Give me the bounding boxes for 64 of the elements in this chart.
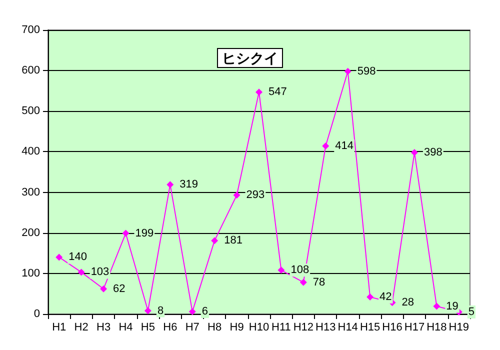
x-tick-label: H2: [74, 322, 88, 334]
x-tick-label: H9: [230, 322, 244, 334]
y-tick-label: 100: [22, 267, 40, 280]
x-tick-label: H1: [52, 322, 66, 334]
x-tick-label: H18: [426, 322, 447, 334]
data-label: 398: [424, 146, 442, 159]
point: [211, 237, 218, 244]
point: [433, 302, 440, 310]
data-label: 6: [202, 306, 208, 318]
data-label: 78: [312, 276, 326, 288]
x-tick-label: H4: [118, 322, 133, 334]
data-label: 547: [268, 86, 287, 98]
data-label: 181: [224, 234, 242, 247]
x-tick-label: H12: [293, 322, 314, 334]
x-tick-label: H8: [208, 322, 222, 334]
point: [344, 68, 352, 75]
data-label: 19: [446, 300, 458, 312]
point: [122, 230, 130, 237]
y-tick-label: 0: [34, 308, 40, 320]
data-label: 414: [335, 140, 354, 152]
data-label: 103: [90, 266, 110, 278]
data-label: 42: [380, 290, 392, 303]
x-tick-label: H5: [140, 322, 155, 334]
point: [56, 254, 63, 261]
x-tick-label: H17: [404, 322, 425, 334]
x-tick-label: H11: [272, 322, 291, 334]
y-tick-label: 400: [22, 146, 40, 158]
data-label: 140: [68, 251, 87, 264]
x-tick-label: H19: [448, 322, 469, 334]
x-tick-label: H7: [185, 322, 200, 334]
x-tick-label: H15: [360, 322, 380, 334]
point: [233, 192, 240, 199]
point: [144, 307, 152, 314]
point: [166, 181, 174, 188]
y-tick-label: 700: [22, 24, 40, 36]
data-label: 5: [468, 306, 475, 318]
x-tick-label: H6: [163, 322, 178, 334]
point: [100, 285, 108, 292]
point: [300, 278, 307, 286]
data-label: 62: [113, 282, 126, 295]
point: [366, 293, 374, 300]
data-label: 199: [135, 227, 154, 240]
x-tick-label: H14: [338, 322, 358, 334]
y-tick-label: 300: [22, 186, 40, 198]
point: [256, 88, 262, 96]
y-tick-label: 200: [22, 226, 40, 239]
x-tick-label: H16: [382, 322, 402, 334]
point: [410, 149, 418, 156]
data-label: 319: [180, 178, 198, 191]
x-tick-label: H13: [316, 322, 336, 334]
data-label: 598: [357, 65, 376, 78]
x-tick-label: H3: [96, 322, 111, 334]
data-label: 8: [157, 304, 164, 317]
point: [188, 308, 196, 316]
point: [278, 266, 285, 274]
data-label: 28: [402, 296, 414, 309]
text: ヒシクイ: [222, 50, 278, 66]
y-tick-label: 500: [22, 105, 40, 118]
x-tick-label: H10: [248, 322, 270, 334]
data-label: 293: [246, 189, 265, 202]
point: [78, 268, 85, 276]
data-label: 108: [290, 264, 310, 276]
point: [322, 142, 330, 150]
y-tick-label: 600: [22, 64, 40, 77]
